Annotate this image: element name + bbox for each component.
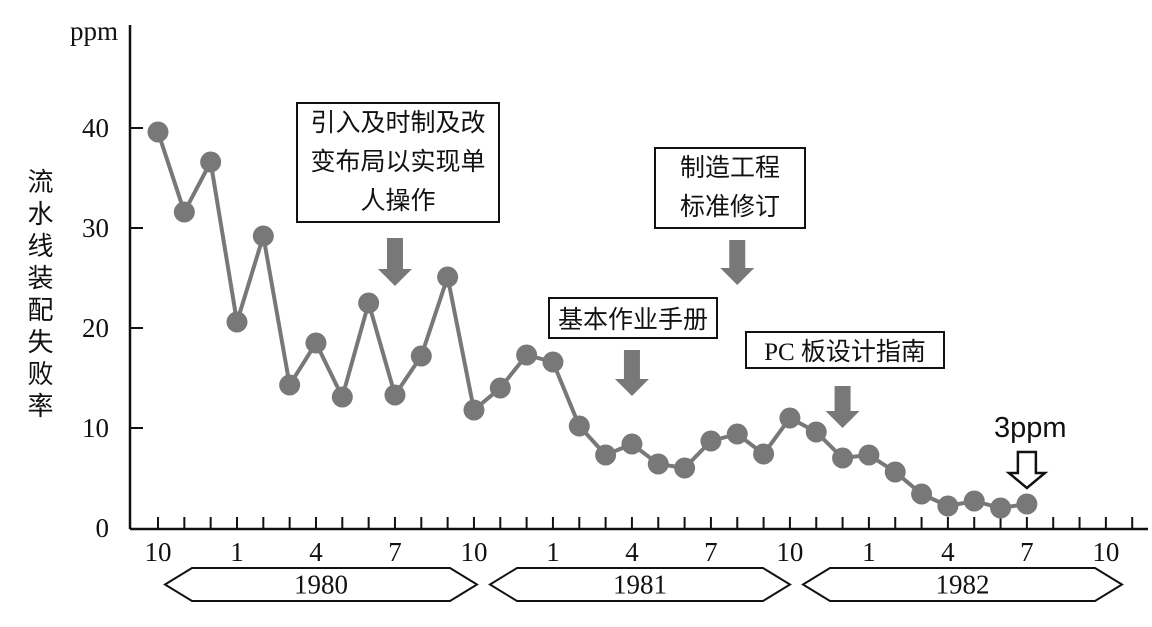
x-axis-tick-label: 10 <box>776 537 803 567</box>
data-point <box>463 399 485 421</box>
x-axis-tick-label: 10 <box>145 537 172 567</box>
x-axis-tick-label: 1 <box>546 537 560 567</box>
data-point <box>542 351 564 373</box>
x-axis-tick-label: 4 <box>625 537 639 567</box>
jit-down-arrow-icon <box>377 238 412 286</box>
year-band-label: 1980 <box>294 570 348 600</box>
data-point <box>621 433 643 455</box>
y-axis-tick-label: 20 <box>82 313 109 343</box>
year-band-label: 1982 <box>936 570 990 600</box>
pcb-down-arrow-icon <box>825 386 860 428</box>
year-band <box>801 567 1124 602</box>
x-axis-tick-label: 4 <box>309 537 323 567</box>
data-point <box>147 121 169 143</box>
data-point <box>647 453 669 475</box>
data-point <box>858 444 880 466</box>
x-axis-tick-label: 10 <box>1092 537 1119 567</box>
data-point <box>884 461 906 483</box>
data-point <box>200 151 222 173</box>
y-axis-tick-label: 30 <box>82 213 109 243</box>
standards-down-arrow-icon <box>720 240 755 285</box>
data-point <box>779 407 801 429</box>
x-axis-tick-label: 1 <box>862 537 876 567</box>
data-point <box>568 415 590 437</box>
data-point <box>489 377 511 399</box>
data-point <box>279 374 301 396</box>
year-band <box>488 567 792 602</box>
data-point <box>911 483 933 505</box>
y-axis-tick-label: 10 <box>82 413 109 443</box>
x-axis-tick-label: 10 <box>460 537 487 567</box>
data-point <box>726 423 748 445</box>
data-point <box>437 266 459 288</box>
x-axis-tick-label: 7 <box>704 537 718 567</box>
data-point <box>173 201 195 223</box>
data-point <box>331 386 353 408</box>
year-band <box>163 567 479 602</box>
data-point <box>674 457 696 479</box>
trend-line <box>156 131 1028 511</box>
final-value-label: 3ppm <box>994 412 1067 444</box>
data-point <box>358 292 380 314</box>
data-point <box>832 447 854 469</box>
data-point <box>516 344 538 366</box>
year-band-label: 1981 <box>613 570 667 600</box>
annotation-pcb-box: PC 板设计指南 <box>745 331 945 369</box>
data-point <box>805 421 827 443</box>
data-point <box>384 384 406 406</box>
data-point <box>252 225 274 247</box>
x-axis-tick-label: 4 <box>941 537 955 567</box>
y-axis-tick-label: 40 <box>82 113 109 143</box>
x-axis-tick-label: 7 <box>388 537 402 567</box>
data-point <box>305 332 327 354</box>
data-point <box>753 443 775 465</box>
x-axis-tick-label: 1 <box>230 537 244 567</box>
annotation-standards-box: 制造工程 标准修订 <box>654 147 806 229</box>
x-axis-tick-label: 7 <box>1020 537 1034 567</box>
y-axis-tick-label: 0 <box>96 513 110 543</box>
data-point <box>1016 493 1038 515</box>
annotation-manual-box: 基本作业手册 <box>548 297 718 339</box>
annotation-jit-box: 引入及时制及改 变布局以实现单 人操作 <box>296 102 500 223</box>
manual-down-arrow-icon <box>614 350 649 396</box>
data-point <box>700 430 722 452</box>
data-point <box>937 495 959 517</box>
final-down-arrow-icon <box>1005 450 1049 490</box>
data-point <box>963 490 985 512</box>
y-axis-unit-label: ppm <box>70 16 118 46</box>
data-point <box>410 345 432 367</box>
data-point <box>226 311 248 333</box>
y-axis-title: 流水线装配失败率 <box>24 168 53 424</box>
data-point <box>595 444 617 466</box>
data-point <box>990 497 1012 519</box>
